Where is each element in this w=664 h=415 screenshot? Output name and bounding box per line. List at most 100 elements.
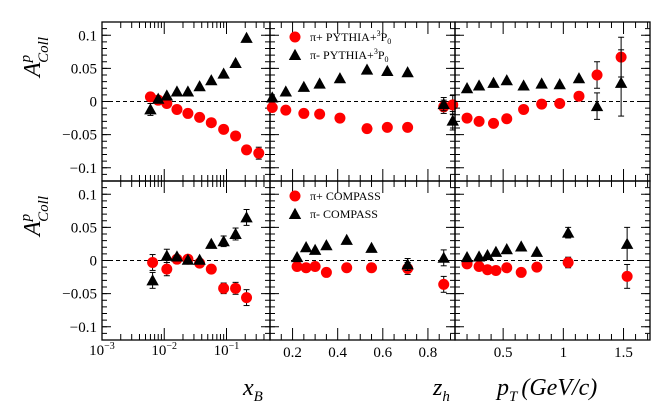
pi-plus-point bbox=[536, 98, 548, 110]
series-pi-minus bbox=[144, 31, 253, 116]
pi-minus-point bbox=[290, 250, 304, 263]
pi-minus-point bbox=[360, 63, 374, 75]
pi-minus-point bbox=[146, 274, 159, 286]
y-tick-label: −0.1 bbox=[70, 161, 97, 177]
pi-plus-point bbox=[309, 260, 321, 272]
y-tick-label: 0 bbox=[90, 95, 98, 111]
pi-plus-point bbox=[402, 121, 414, 133]
x-tick-label: 10−3 bbox=[89, 341, 115, 359]
pi-minus-point bbox=[530, 245, 544, 257]
pi-minus-point bbox=[515, 240, 528, 252]
pi-minus-point bbox=[620, 237, 634, 249]
pi-plus-point bbox=[253, 147, 265, 159]
pi-minus-point bbox=[437, 251, 450, 263]
pi-minus-point bbox=[205, 237, 218, 249]
pi-minus-point bbox=[572, 72, 586, 84]
x-tick-label: 10−2 bbox=[151, 341, 177, 359]
pi-minus-point bbox=[217, 67, 230, 79]
x-axis-title-pT: pT (GeV/c) bbox=[495, 375, 597, 405]
pi-plus-point bbox=[161, 97, 173, 109]
pi-plus-point bbox=[501, 113, 513, 125]
pi-plus-point bbox=[461, 112, 473, 124]
pi-plus-point bbox=[182, 107, 194, 119]
pi-plus-point bbox=[161, 263, 173, 275]
pi-minus-point bbox=[181, 253, 195, 265]
x-tick-label: 0.6 bbox=[373, 345, 392, 361]
pi-minus-point bbox=[401, 66, 414, 78]
pi-minus-point bbox=[181, 85, 195, 97]
y-tick-label: 0.1 bbox=[78, 28, 97, 44]
legend-label: π- COMPASS bbox=[310, 207, 378, 221]
legend-pi-minus-marker bbox=[288, 48, 302, 60]
x-tick-label: 1 bbox=[560, 345, 568, 361]
pi-minus-point bbox=[500, 74, 513, 86]
pi-minus-point bbox=[170, 85, 184, 97]
y-tick-label: 0.05 bbox=[71, 61, 97, 77]
pi-minus-point bbox=[489, 245, 503, 257]
series-pi-plus bbox=[291, 260, 450, 293]
legend-pi-plus-marker bbox=[289, 31, 301, 43]
pi-minus-point bbox=[240, 31, 253, 43]
legend-pi-plus-marker bbox=[289, 190, 301, 202]
pi-plus-point bbox=[147, 256, 159, 268]
x-tick-label: 1.5 bbox=[614, 345, 633, 361]
pi-minus-point bbox=[460, 82, 474, 94]
pi-minus-point bbox=[240, 211, 253, 223]
pi-minus-point bbox=[144, 103, 157, 115]
pi-plus-point bbox=[334, 112, 346, 124]
panel-bot-pT bbox=[454, 180, 651, 341]
pi-minus-point bbox=[308, 243, 322, 255]
pi-plus-point bbox=[490, 264, 502, 276]
pi-minus-point bbox=[299, 241, 313, 253]
series-pi-minus bbox=[146, 208, 253, 289]
pi-plus-point bbox=[591, 69, 603, 81]
pi-minus-point bbox=[160, 249, 174, 261]
pi-plus-point bbox=[241, 144, 253, 156]
pi-plus-point bbox=[171, 103, 183, 115]
pi-plus-point bbox=[482, 264, 493, 276]
pi-minus-point bbox=[381, 64, 394, 76]
series-pi-minus bbox=[460, 49, 628, 120]
pi-plus-point bbox=[218, 282, 230, 294]
pi-plus-point bbox=[230, 282, 242, 294]
x-tick-label: 0.2 bbox=[283, 345, 302, 361]
pi-minus-point bbox=[500, 243, 513, 255]
pi-plus-point bbox=[320, 266, 332, 278]
pi-plus-point bbox=[205, 263, 217, 275]
pi-minus-point bbox=[365, 241, 378, 253]
pi-plus-point bbox=[531, 261, 543, 273]
pi-minus-point bbox=[517, 79, 530, 91]
pi-minus-point bbox=[229, 227, 242, 239]
panel-top-xB bbox=[101, 21, 271, 182]
pi-minus-point bbox=[553, 78, 566, 90]
pi-plus-point bbox=[218, 123, 230, 135]
pi-minus-point bbox=[340, 233, 353, 245]
pi-minus-point bbox=[217, 235, 230, 247]
pi-minus-point bbox=[313, 77, 326, 89]
pi-plus-point bbox=[205, 117, 217, 129]
pi-plus-point bbox=[361, 123, 373, 135]
series-pi-minus bbox=[460, 226, 634, 263]
pi-minus-point bbox=[320, 239, 333, 251]
pi-minus-point bbox=[590, 99, 604, 112]
legend-label: π+ COMPASS bbox=[310, 189, 381, 203]
x-tick-label: 0.4 bbox=[328, 345, 347, 361]
pi-plus-point bbox=[473, 260, 485, 272]
pi-plus-point bbox=[488, 117, 500, 129]
pi-minus-point bbox=[460, 250, 474, 263]
y-axis-title: Ap Coll bbox=[18, 196, 52, 238]
pi-minus-point bbox=[266, 91, 279, 103]
pi-minus-point bbox=[614, 76, 628, 88]
legend-label: π- PYTHIA+3P0 bbox=[310, 47, 389, 64]
pi-minus-point bbox=[170, 250, 184, 262]
y-tick-label: 0.05 bbox=[71, 220, 97, 236]
pi-plus-point bbox=[314, 108, 326, 120]
pi-minus-point bbox=[160, 89, 174, 101]
y-tick-label: 0 bbox=[90, 254, 98, 270]
x-tick-label: 0.5 bbox=[494, 345, 513, 361]
pi-minus-point bbox=[193, 253, 206, 265]
y-tick-label: 0.1 bbox=[78, 187, 97, 203]
pi-minus-point bbox=[279, 85, 292, 97]
series-pi-minus bbox=[290, 233, 450, 271]
